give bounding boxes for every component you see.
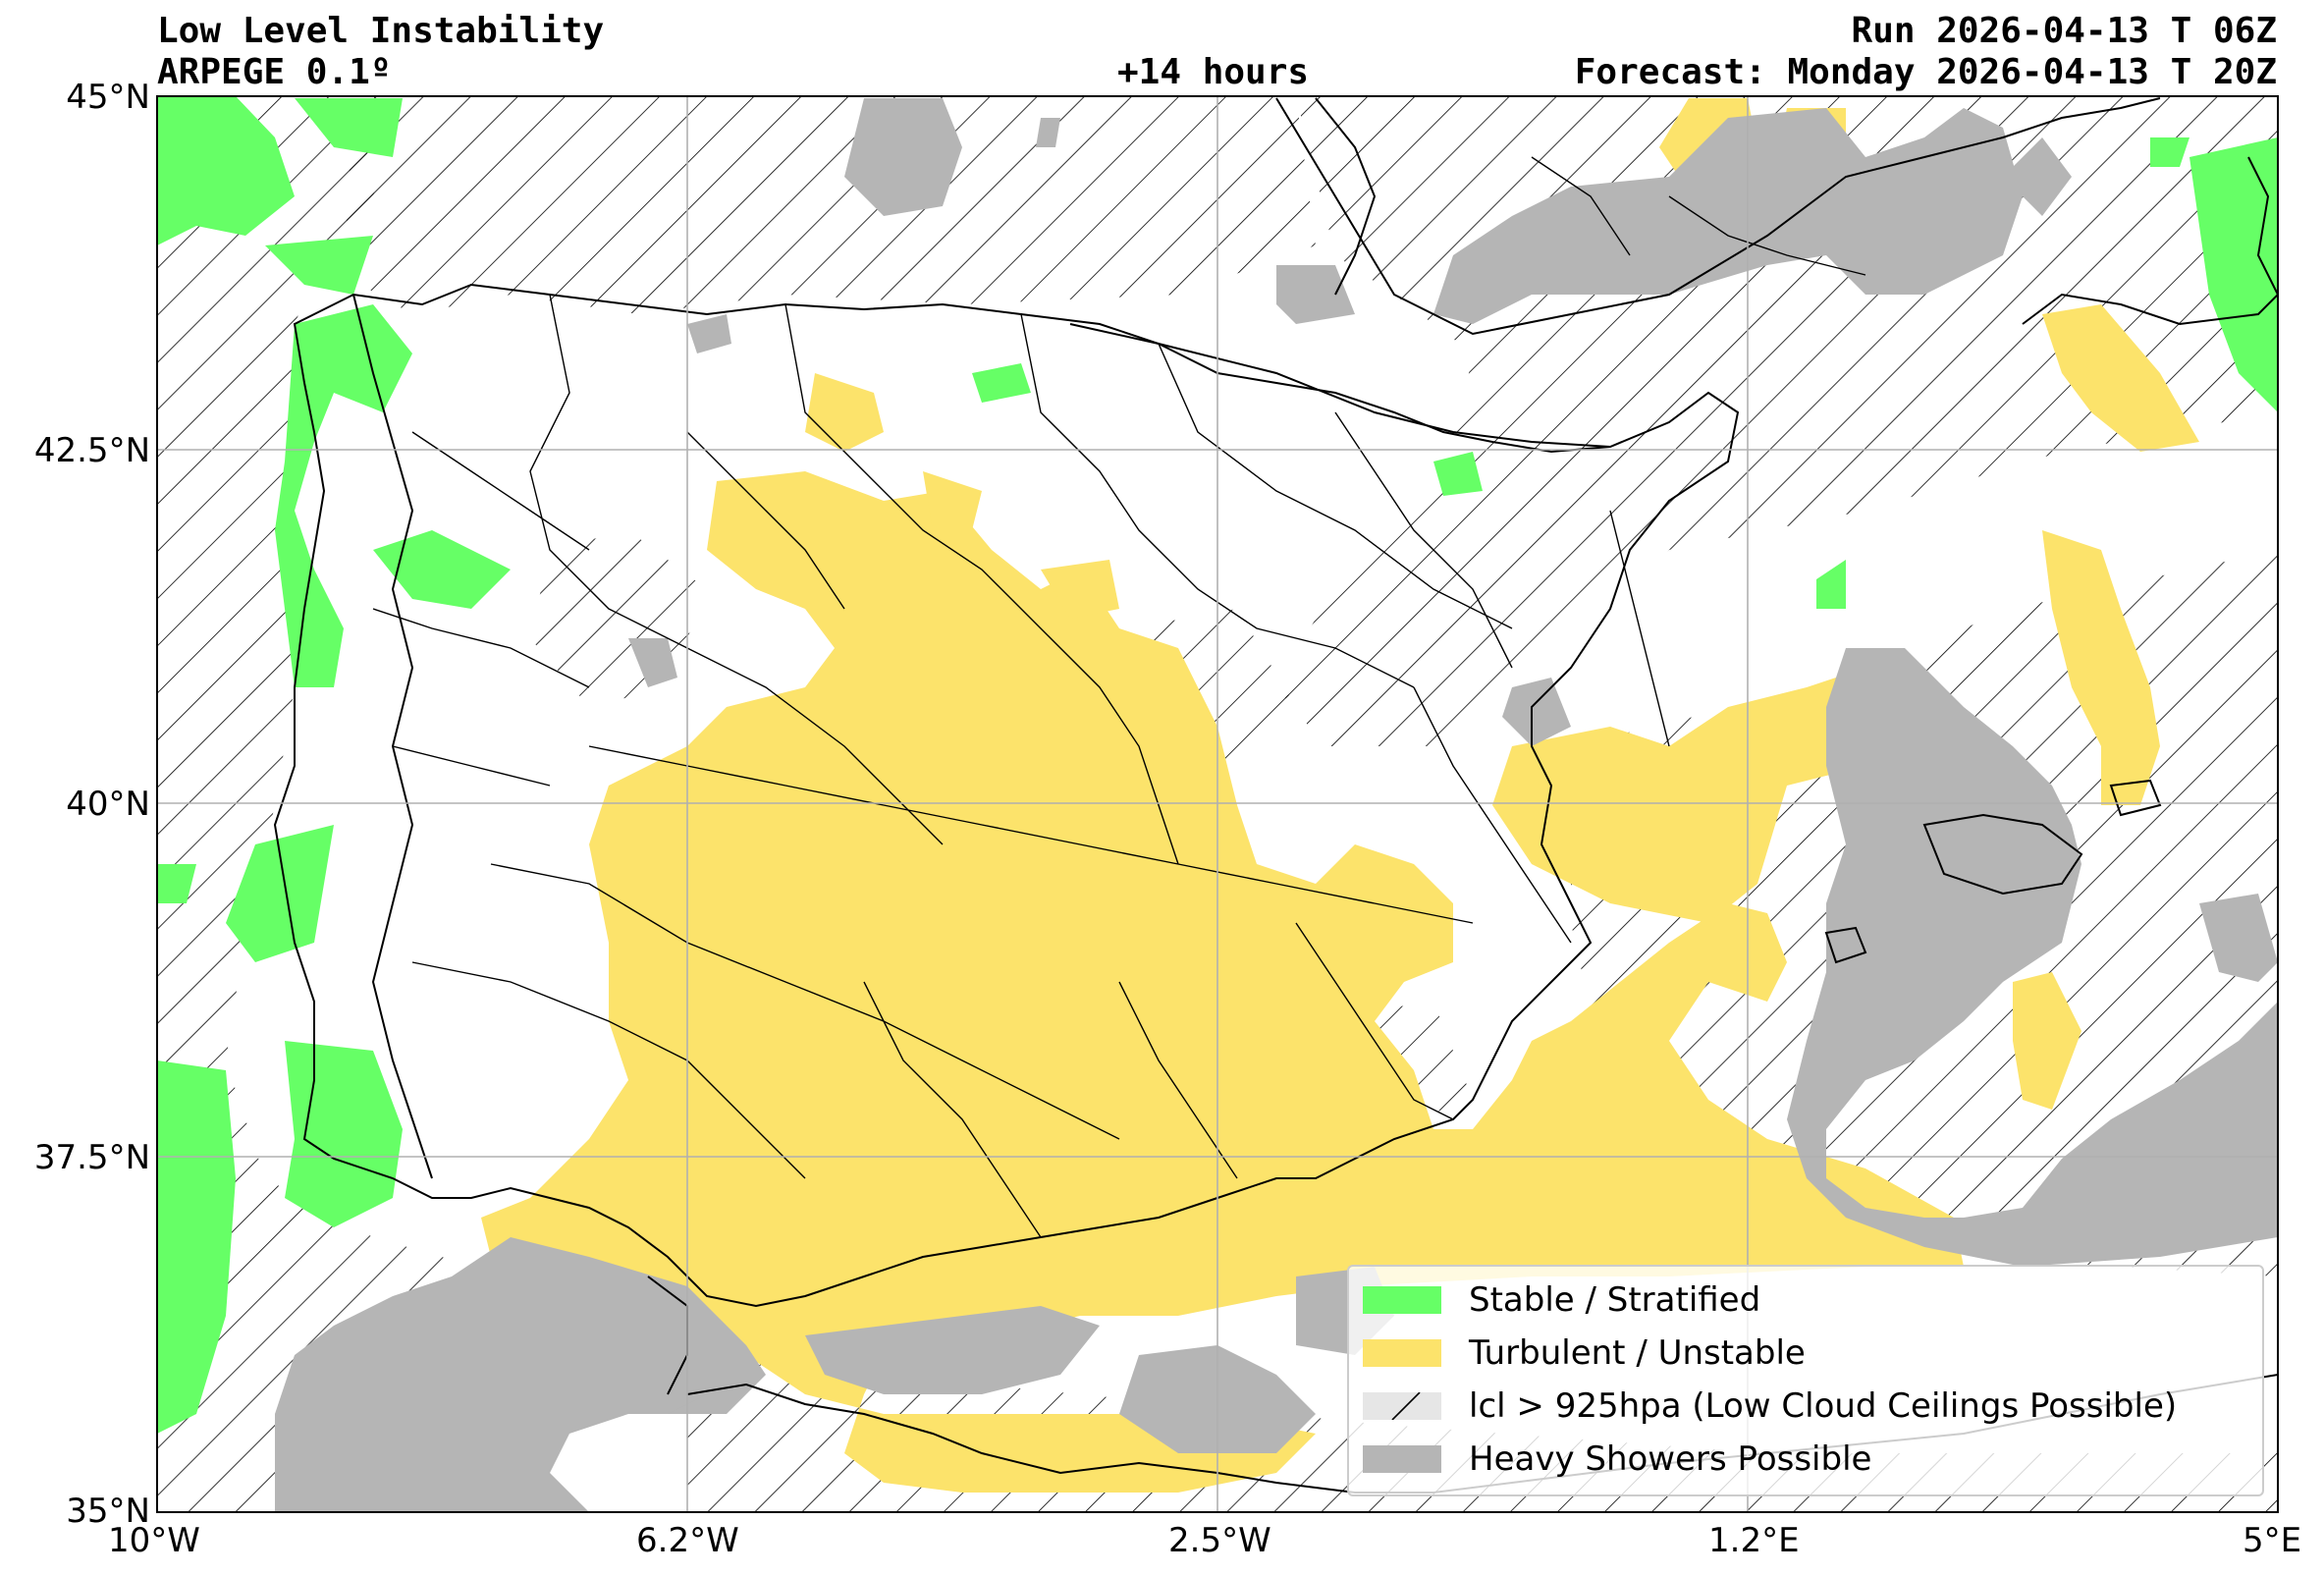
y-tick-37-5n: 37.5°N xyxy=(33,1138,150,1177)
y-tick-40n: 40°N xyxy=(66,785,150,824)
x-tick-5e: 5°E xyxy=(2243,1521,2302,1560)
x-tick-2-5w: 2.5°W xyxy=(1168,1521,1271,1560)
legend-label-low-cloud: lcl > 925hpa (Low Cloud Ceilings Possibl… xyxy=(1469,1386,2178,1426)
forecast-label: Forecast: Monday 2026-04-13 T 20Z xyxy=(1574,52,2277,92)
model-label: ARPEGE 0.1º xyxy=(157,52,392,92)
y-tick-35n: 35°N xyxy=(66,1492,150,1531)
map-title: Low Level Instability xyxy=(157,11,605,51)
unstable-region xyxy=(481,98,2199,1493)
legend-label-showers: Heavy Showers Possible xyxy=(1469,1439,1872,1479)
run-label: Run 2026-04-13 T 06Z xyxy=(1851,11,2277,51)
legend-swatch-unstable xyxy=(1363,1339,1441,1367)
x-tick-6-2w: 6.2°W xyxy=(636,1521,739,1560)
legend-label-stable: Stable / Stratified xyxy=(1469,1280,1761,1320)
legend-item-unstable: Turbulent / Unstable xyxy=(1363,1333,1806,1373)
legend-item-low-cloud: lcl > 925hpa (Low Cloud Ceilings Possibl… xyxy=(1363,1386,2177,1426)
region-borders xyxy=(372,156,1866,1238)
legend-label-unstable: Turbulent / Unstable xyxy=(1469,1333,1806,1373)
legend-item-stable: Stable / Stratified xyxy=(1363,1280,1760,1320)
lead-time-label: +14 hours xyxy=(1117,52,1310,92)
x-tick-1-2e: 1.2°E xyxy=(1708,1521,1800,1560)
stable-region xyxy=(157,96,2278,1434)
y-tick-42-5n: 42.5°N xyxy=(33,431,150,470)
y-tick-45n: 45°N xyxy=(66,78,150,117)
legend-item-showers: Heavy Showers Possible xyxy=(1363,1439,1871,1479)
x-tick-10w: 10°W xyxy=(108,1521,200,1560)
legend-swatch-low-cloud xyxy=(1363,1392,1441,1420)
legend: Stable / Stratified Turbulent / Unstable… xyxy=(1347,1265,2264,1496)
legend-swatch-stable xyxy=(1363,1286,1441,1314)
legend-swatch-showers xyxy=(1363,1445,1441,1473)
map-frame xyxy=(156,95,2279,1513)
